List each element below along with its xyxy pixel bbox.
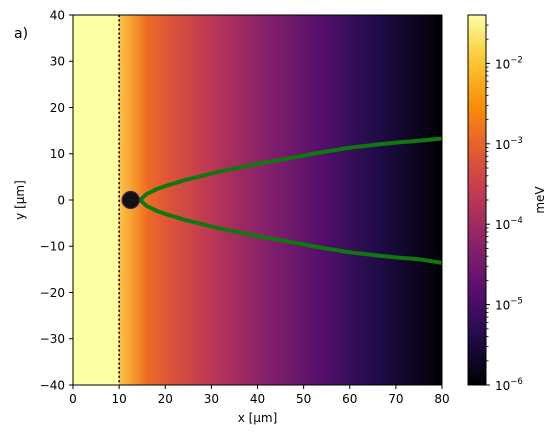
y-tick-label: −20: [40, 286, 65, 300]
colorbar-frame: [467, 14, 487, 386]
y-tick-label: 10: [50, 147, 65, 161]
y-tick-label: 30: [50, 55, 65, 69]
heatmap-plot: [72, 14, 443, 386]
y-axis: 40 30 20 10 0 −10 −20 −30 −40: [40, 8, 73, 392]
source-dot: [121, 190, 140, 210]
x-tick-label: 80: [434, 392, 449, 406]
colorbar-tick-label: 10−5: [495, 297, 523, 313]
y-tick-label: 40: [50, 8, 65, 22]
y-axis-label: y [μm]: [13, 180, 27, 220]
x-tick-label: 30: [204, 392, 219, 406]
x-tick-label: 20: [158, 392, 173, 406]
x-tick-label: 10: [111, 392, 126, 406]
series-line-2: [137, 198, 442, 265]
colorbar-tick-label: 10−2: [495, 55, 523, 71]
y-tick-label: −40: [40, 378, 65, 392]
x-tick-label: 40: [250, 392, 265, 406]
panel-label: a): [14, 26, 28, 42]
x-tick-label: 70: [388, 392, 403, 406]
y-tick-label: 20: [50, 101, 65, 115]
colorbar-label: meV: [533, 186, 547, 214]
colorbar-tick-label: 10−3: [495, 136, 523, 152]
x-axis-label: x [μm]: [238, 411, 278, 425]
y-tick-label: 0: [57, 193, 65, 207]
colorbar-tick-label: 10−4: [495, 216, 523, 232]
y-tick-label: −10: [40, 240, 65, 254]
x-axis: 0 10 20 30 40 50 60 70 80: [69, 385, 450, 406]
colorbar-tick-label: 10−6: [495, 377, 523, 393]
series-line-1: [137, 136, 442, 202]
colorbar-gradient: [468, 15, 486, 385]
colorbar: 10−6 10−5 10−4 10−3 10−2 meV: [467, 14, 547, 393]
series-layer: [137, 136, 442, 265]
x-tick-label: 0: [69, 392, 77, 406]
x-tick-label: 50: [296, 392, 311, 406]
y-tick-label: −30: [40, 332, 65, 346]
x-tick-label: 60: [342, 392, 357, 406]
colorbar-ticks: 10−6 10−5 10−4 10−3 10−2: [486, 24, 523, 393]
